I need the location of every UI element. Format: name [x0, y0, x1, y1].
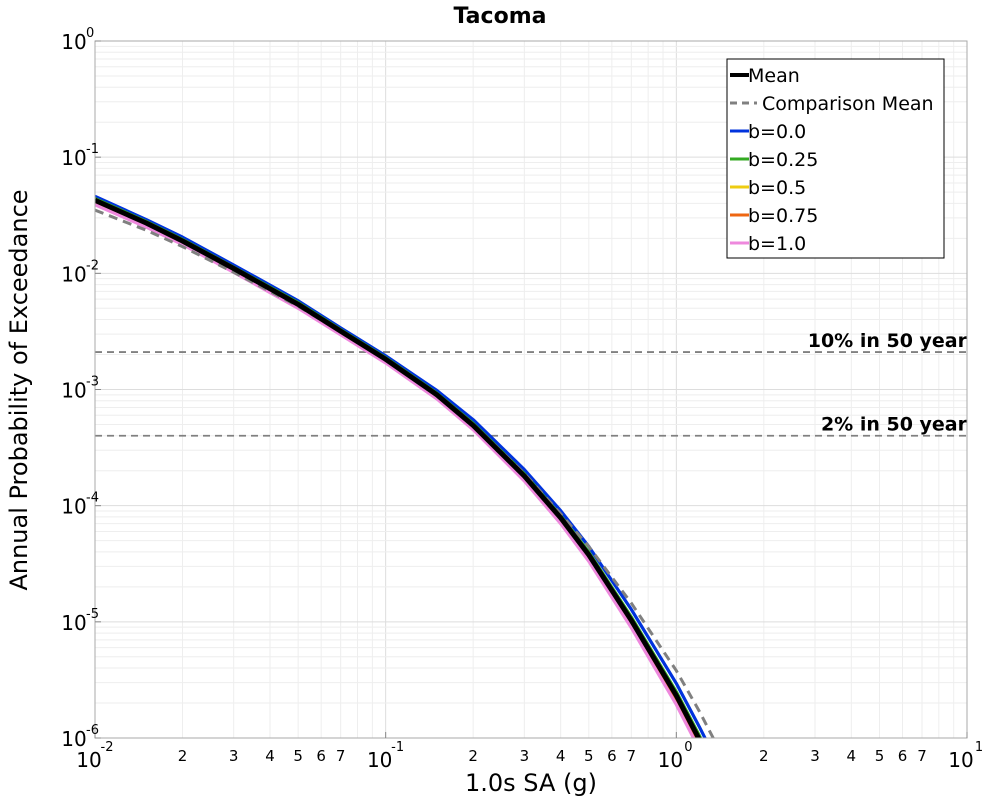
y-tick-exponent: -1: [86, 142, 99, 157]
grid: [94, 41, 967, 739]
y-tick-exponent: -2: [86, 258, 99, 273]
series-lines: [95, 194, 715, 738]
series-line-mean: [95, 198, 702, 738]
x-minor-tick-label: 6: [316, 747, 326, 765]
x-tick-exponent: -2: [101, 740, 114, 755]
reference-line-label: 10% in 50 year: [808, 330, 968, 352]
x-minor-tick-label: 4: [556, 747, 566, 765]
legend-entry-label: b=0.75: [748, 205, 818, 227]
series-line-b-0-5: [95, 198, 701, 738]
x-minor-tick-label: 2: [178, 747, 188, 765]
x-tick-exponent: 0: [684, 740, 692, 755]
y-axis-label: Annual Probability of Exceedance: [5, 189, 33, 590]
legend-entry-label: b=0.0: [748, 121, 806, 143]
chart-title: Tacoma: [454, 4, 547, 29]
x-tick-label: 10: [658, 748, 683, 772]
y-tick-label: 10: [61, 146, 86, 170]
x-minor-tick-label: 5: [293, 747, 303, 765]
x-axis-label: 1.0s SA (g): [465, 769, 597, 797]
x-tick-exponent: -1: [391, 740, 404, 755]
x-minor-tick-label: 2: [468, 747, 478, 765]
legend-entry-label: b=1.0: [748, 233, 806, 255]
x-minor-tick-label: 6: [898, 747, 908, 765]
legend-entry-label: b=0.25: [748, 149, 818, 171]
x-minor-tick-label: 4: [265, 747, 275, 765]
legend-entry-label: Mean: [748, 65, 800, 87]
x-minor-tick-label: 3: [810, 747, 820, 765]
y-tick-exponent: -6: [86, 723, 99, 738]
x-minor-tick-label: 4: [847, 747, 857, 765]
x-minor-tick-label: 5: [584, 747, 594, 765]
x-minor-tick-label: 7: [917, 747, 927, 765]
x-tick-label: 10: [76, 748, 101, 772]
y-tick-label: 10: [61, 30, 86, 54]
y-tick-exponent: -4: [86, 491, 99, 506]
y-tick-label: 10: [61, 611, 86, 635]
x-minor-tick-label: 7: [336, 747, 346, 765]
legend-entry-label: Comparison Mean: [762, 93, 934, 115]
y-tick-label: 10: [61, 495, 86, 519]
legend-box: [726, 58, 945, 259]
x-minor-tick-label: 5: [875, 747, 885, 765]
reference-lines: 10% in 50 year 2% in 50 year: [95, 330, 968, 437]
x-tick-label: 10: [948, 748, 973, 772]
y-tick-label: 10: [61, 727, 86, 751]
x-tick-label: 10: [367, 748, 392, 772]
reference-line-label: 2% in 50 year: [821, 414, 968, 436]
x-minor-tick-label: 7: [627, 747, 637, 765]
legend-entry-label: b=0.5: [748, 177, 806, 199]
series-line-b-0-75: [95, 200, 698, 738]
y-tick-label: 10: [61, 262, 86, 286]
x-minor-tick-label: 2: [759, 747, 769, 765]
legend: Mean Comparison Mean b=0.0 b=0.25 b=0.5 b=0.7…: [726, 58, 945, 259]
series-line-b-1-0: [95, 203, 696, 738]
y-tick-exponent: 0: [86, 26, 94, 41]
x-tick-exponent: 1: [975, 740, 983, 755]
y-tick-label: 10: [61, 379, 86, 403]
x-minor-tick-label: 3: [520, 747, 530, 765]
y-tick-exponent: -3: [86, 375, 99, 390]
x-minor-tick-label: 6: [607, 747, 617, 765]
y-tick-exponent: -5: [86, 607, 99, 622]
series-line-b-0-0: [95, 194, 707, 738]
x-minor-tick-label: 3: [229, 747, 239, 765]
